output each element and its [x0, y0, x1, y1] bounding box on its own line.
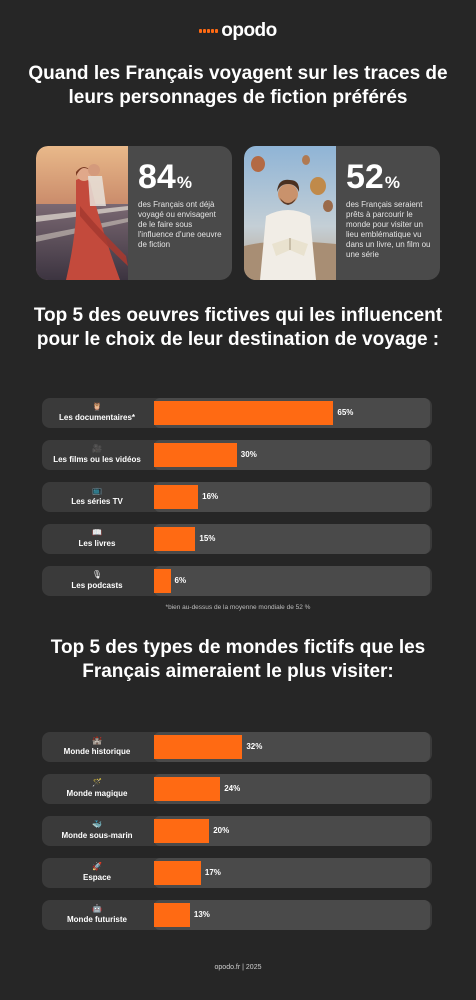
bar-track: 17% — [154, 858, 430, 888]
bar — [154, 903, 190, 927]
bar-value-label: 17% — [204, 868, 221, 877]
bar-track: 16% — [154, 482, 430, 512]
main-title: Quand les Français voyagent sur les trac… — [28, 63, 448, 109]
bar-value-label: 24% — [224, 784, 241, 793]
bar — [154, 735, 243, 759]
bar-value-label: 15% — [199, 534, 216, 543]
bar-category-label: Monde futuriste — [67, 915, 127, 925]
bar-row: 🐳 Monde sous-marin 20% — [42, 816, 432, 846]
bar-track: 6% — [154, 566, 430, 596]
category-icon: 🪄 — [92, 778, 102, 788]
bar — [154, 569, 171, 593]
category-icon: 🎙 — [91, 570, 103, 580]
bar — [154, 485, 199, 509]
bar-track: 15% — [154, 524, 430, 554]
bar-category-label: Monde historique — [63, 747, 131, 757]
category-icon: 🤖 — [92, 904, 102, 914]
bar-row: 🤖 Monde futuriste 13% — [42, 900, 432, 930]
chart-1-title: Top 5 des oeuvres fictives qui les influ… — [33, 305, 443, 351]
bar-category-label: Espace — [82, 873, 112, 883]
logo-text: opodo — [221, 20, 277, 41]
bar-row: 🪄 Monde magique 24% — [42, 774, 432, 804]
stat-description: des Français seraient prêts à parcourir … — [346, 200, 431, 259]
bar-category: 🪄 Monde magique — [42, 774, 152, 804]
bar-row: 🦉 Les documentaires* 65% — [42, 398, 432, 428]
bar-category: 🤖 Monde futuriste — [42, 900, 152, 930]
bar — [154, 527, 196, 551]
bar-category-label: Les podcasts — [71, 581, 123, 591]
bar-value-label: 30% — [240, 450, 257, 459]
bar-category: 📺 Les séries TV — [42, 482, 152, 512]
bar-track: 24% — [154, 774, 430, 804]
stat-description: des Français ont déjà voyagé ou envisage… — [138, 200, 222, 249]
logo-mark-icon — [199, 29, 219, 33]
logo: opodo — [0, 20, 476, 42]
bar-category-label: Monde magique — [66, 789, 128, 799]
bar-category: 🏰 Monde historique — [42, 732, 152, 762]
stat-value: 52% — [346, 158, 400, 196]
category-icon: 🦉 — [92, 402, 102, 412]
bar-category: 🎥 Les films ou les vidéos — [42, 440, 152, 470]
category-icon: 🚀 — [92, 862, 102, 872]
bar — [154, 443, 237, 467]
bar-track: 20% — [154, 816, 430, 846]
footnote: *bien au-dessus de la moyenne mondiale d… — [165, 604, 311, 611]
balloon-reader-photo — [244, 146, 336, 280]
bar-value-label: 13% — [193, 910, 210, 919]
bar — [154, 777, 221, 801]
bar-category: 🎙 Les podcasts — [42, 566, 152, 596]
bar-row: 🏰 Monde historique 32% — [42, 732, 432, 762]
bar-category: 🦉 Les documentaires* — [42, 398, 152, 428]
bar-category: 🐳 Monde sous-marin — [42, 816, 152, 846]
bar-row: 🎥 Les films ou les vidéos 30% — [42, 440, 432, 470]
stat-card-2: 52% des Français seraient prêts à parcou… — [244, 146, 440, 280]
category-icon: 📺 — [92, 486, 102, 496]
bar-value-label: 65% — [337, 408, 354, 417]
footer-credit: opodo.fr | 2025 — [214, 964, 262, 971]
bar — [154, 819, 210, 843]
bar-track: 65% — [154, 398, 430, 428]
bar-category-label: Les films ou les vidéos — [53, 455, 141, 465]
category-icon: 🎥 — [92, 444, 102, 454]
stat-value: 84% — [138, 158, 192, 196]
bar-value-label: 20% — [213, 826, 230, 835]
category-icon: 🐳 — [92, 820, 102, 830]
bar-category: 📖 Les livres — [42, 524, 152, 554]
bar — [154, 861, 201, 885]
bar-row: 📖 Les livres 15% — [42, 524, 432, 554]
bar-value-label: 6% — [174, 576, 187, 585]
bar-category-label: Les documentaires* — [58, 413, 136, 423]
bar-value-label: 16% — [202, 492, 219, 501]
bar-track: 32% — [154, 732, 430, 762]
bar-row: 🎙 Les podcasts 6% — [42, 566, 432, 596]
category-icon: 🏰 — [92, 736, 102, 746]
bar — [154, 401, 334, 425]
bar-track: 13% — [154, 900, 430, 930]
bar-category-label: Les séries TV — [71, 497, 123, 507]
stat-card-1: 84% des Français ont déjà voyagé ou envi… — [36, 146, 232, 280]
chart-2-title: Top 5 des types de mondes fictifs que le… — [50, 637, 426, 683]
bar-category-label: Les livres — [78, 539, 116, 549]
bar-row: 📺 Les séries TV 16% — [42, 482, 432, 512]
bar-category-label: Monde sous-marin — [61, 831, 133, 841]
category-icon: 📖 — [92, 528, 102, 538]
bar-category: 🚀 Espace — [42, 858, 152, 888]
bar-track: 30% — [154, 440, 430, 470]
bar-value-label: 32% — [246, 742, 263, 751]
bar-row: 🚀 Espace 17% — [42, 858, 432, 888]
cruise-woman-photo — [36, 146, 128, 280]
